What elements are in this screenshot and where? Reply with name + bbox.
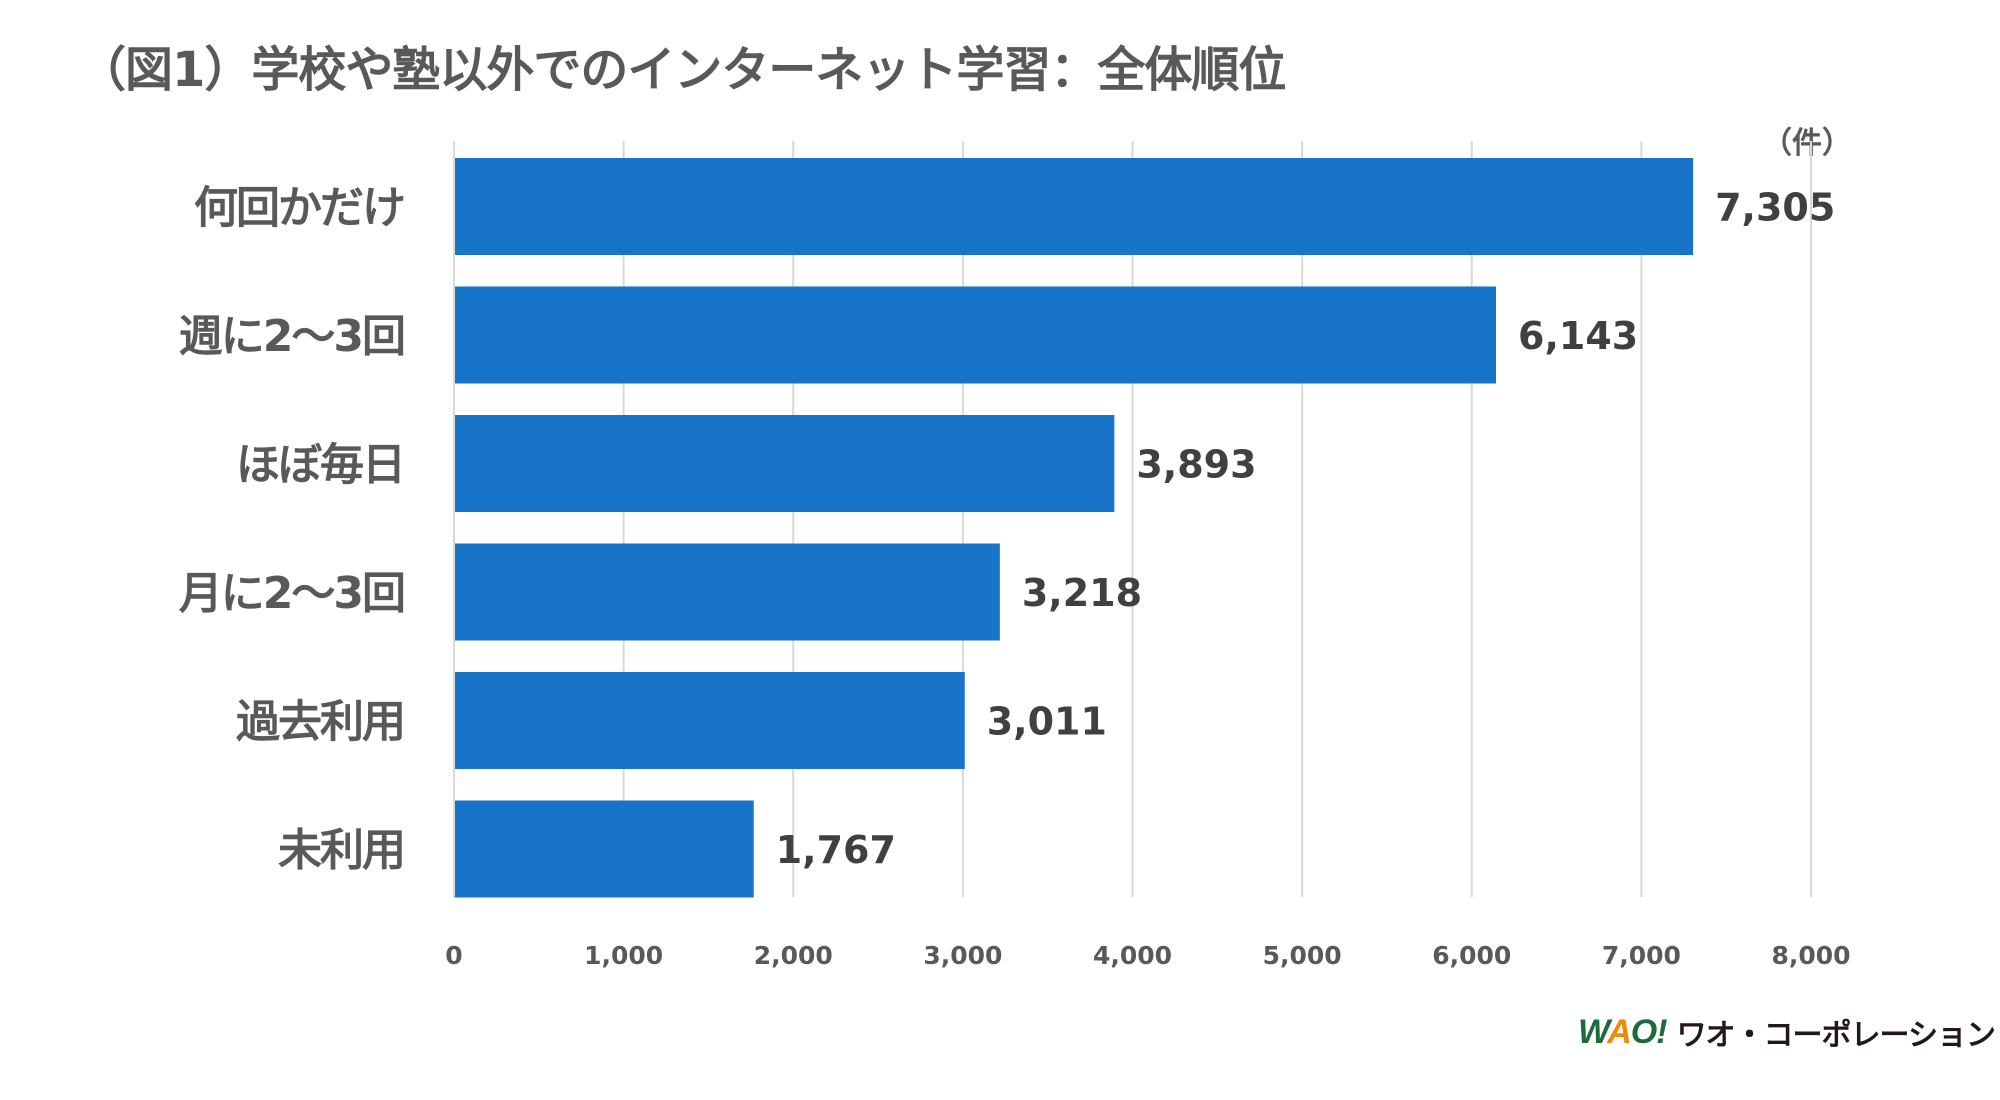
x-tick-label: 7,000 (1602, 941, 1681, 970)
bar (454, 286, 1497, 384)
data-label: 3,011 (987, 700, 1107, 744)
x-tick-label: 4,000 (1093, 941, 1172, 970)
data-label: 1,767 (776, 828, 896, 872)
x-tick-label: 5,000 (1263, 941, 1342, 970)
logo-mark: WAO! (1578, 1012, 1668, 1051)
logo-name: ワオ・コーポレーション (1676, 1018, 1996, 1053)
category-label: 月に2〜3回 (179, 568, 404, 619)
chart-title: （図1）学校や塾以外でのインターネット学習：全体順位 (78, 42, 1286, 98)
x-tick-label: 6,000 (1432, 941, 1511, 970)
x-tick-label: 0 (445, 941, 462, 970)
category-label: 何回かだけ (194, 183, 404, 234)
x-tick-label: 3,000 (923, 941, 1002, 970)
bar (454, 800, 754, 898)
x-tick-label: 2,000 (754, 941, 833, 970)
category-label: 過去利用 (236, 697, 404, 748)
category-label: 未利用 (278, 825, 404, 876)
category-label: ほぼ毎日 (236, 440, 404, 491)
unit-label: （件） (1762, 126, 1852, 161)
bar (454, 543, 1000, 641)
data-label: 7,305 (1715, 186, 1835, 230)
x-tick-label: 8,000 (1771, 941, 1850, 970)
company-logo: WAO! ワオ・コーポレーション (1578, 1010, 1996, 1054)
bar (454, 415, 1115, 512)
bar (454, 672, 965, 769)
data-label: 6,143 (1518, 314, 1638, 358)
data-label: 3,218 (1022, 571, 1142, 615)
x-tick-label: 1,000 (584, 941, 663, 970)
data-label: 3,893 (1136, 443, 1256, 487)
category-label: 週に2〜3回 (179, 311, 404, 362)
bar (454, 158, 1694, 255)
